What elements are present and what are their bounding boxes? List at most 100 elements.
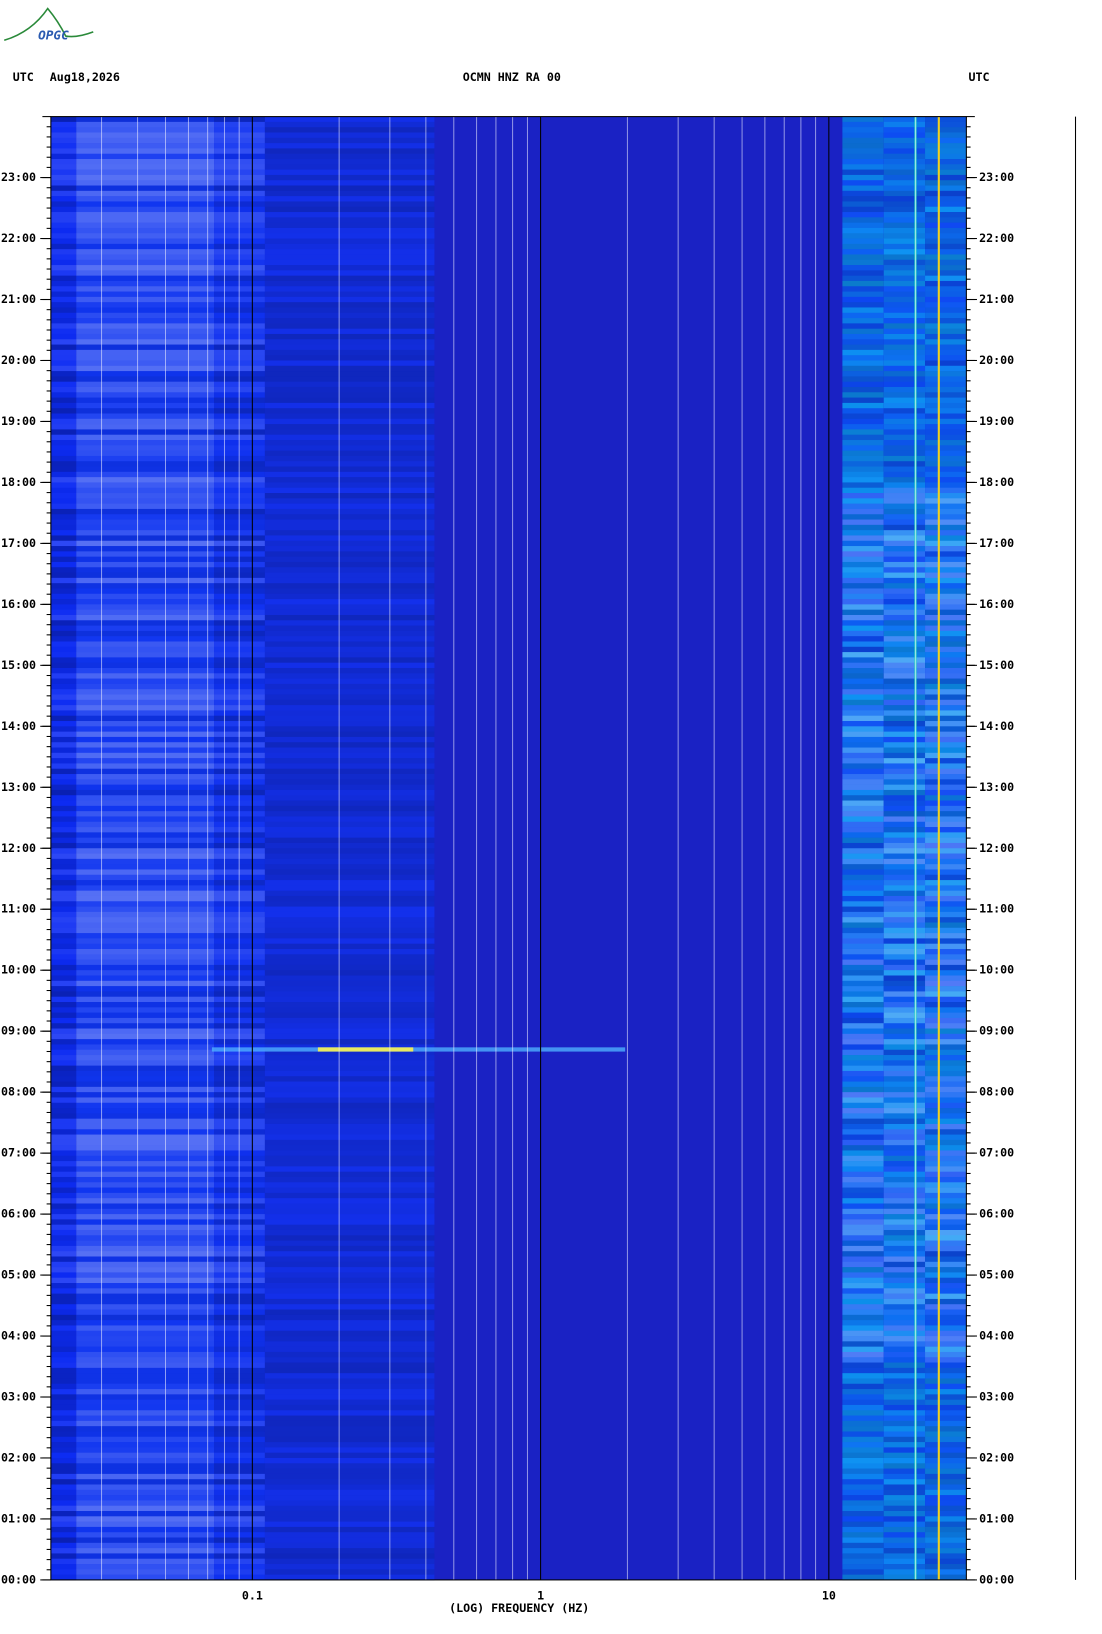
- heatmap-cell: [925, 964, 967, 971]
- heatmap-cell: [842, 418, 884, 425]
- heatmap-cell: [76, 333, 215, 340]
- heatmap-cell: [842, 1505, 884, 1512]
- heatmap-cell: [264, 1516, 435, 1522]
- heatmap-cell: [883, 487, 926, 494]
- heatmap-cell: [76, 461, 215, 467]
- heatmap-cell: [925, 641, 967, 648]
- heatmap-cell: [50, 530, 77, 536]
- heatmap-cell: [925, 1558, 967, 1565]
- heatmap-cell: [842, 1229, 884, 1236]
- heatmap-cell: [264, 1510, 435, 1517]
- heatmap-cell: [883, 148, 926, 155]
- heatmap-cell: [842, 609, 884, 616]
- heatmap-cell: [50, 970, 77, 976]
- heatmap-cell: [842, 1108, 884, 1114]
- heatmap-cell: [842, 344, 884, 351]
- heatmap-cell: [50, 280, 77, 287]
- heatmap-cell: [925, 599, 967, 605]
- heatmap-cell: [264, 116, 435, 123]
- heatmap-cell: [50, 652, 77, 658]
- heatmap-cell: [76, 874, 215, 881]
- heatmap-cell: [76, 906, 215, 913]
- heatmap-cell: [50, 715, 77, 722]
- heatmap-cell: [925, 434, 967, 441]
- heatmap-cell: [883, 302, 926, 308]
- heatmap-cell: [925, 588, 967, 595]
- heatmap-cell: [842, 752, 884, 759]
- heatmap-cell: [264, 397, 435, 404]
- heatmap-cell: [50, 1341, 77, 1347]
- heatmap-cell: [883, 1060, 926, 1066]
- heatmap-cell: [76, 503, 215, 510]
- heatmap-cell: [925, 1436, 967, 1443]
- heatmap-cell: [50, 519, 77, 526]
- heatmap-cell: [76, 302, 215, 308]
- heatmap-cell: [883, 1245, 926, 1252]
- heatmap-cell: [842, 970, 884, 976]
- heatmap-cell: [50, 858, 77, 865]
- y-tick-label-right: 14:00: [979, 719, 1014, 733]
- heatmap-cell: [842, 402, 884, 409]
- heatmap-cell: [76, 1251, 215, 1257]
- heatmap-cell: [883, 1235, 926, 1241]
- y-tick-label-right: 17:00: [979, 536, 1014, 550]
- heatmap-cell: [925, 1097, 967, 1104]
- y-tick-label: 00:00: [1, 1572, 36, 1586]
- heatmap-cell: [883, 333, 926, 340]
- heatmap-cell: [76, 699, 215, 706]
- heatmap-cell: [925, 1410, 967, 1416]
- heatmap-cell: [842, 169, 884, 176]
- heatmap-cell: [50, 1569, 77, 1575]
- heatmap-cell: [264, 1267, 435, 1273]
- heatmap-cell: [76, 710, 215, 717]
- heatmap-cell: [264, 1288, 435, 1294]
- heatmap-cell: [925, 503, 967, 510]
- heatmap-cell: [76, 1192, 215, 1199]
- heatmap-cell: [925, 901, 967, 907]
- heatmap-cell: [925, 890, 967, 897]
- heatmap-cell: [76, 975, 215, 982]
- heatmap-cell: [925, 747, 967, 754]
- heatmap-cell: [50, 190, 77, 197]
- heatmap-cell: [883, 1208, 926, 1215]
- heatmap-cell: [925, 508, 967, 515]
- heatmap-cell: [264, 779, 435, 785]
- heatmap-cell: [842, 683, 884, 690]
- heatmap-cell: [842, 1288, 884, 1294]
- heatmap-cell: [883, 408, 926, 414]
- heatmap-cell: [842, 116, 884, 123]
- heatmap-cell: [76, 805, 215, 812]
- heatmap-cell: [76, 1288, 215, 1294]
- x-axis-label: (LOG) FREQUENCY (HZ): [449, 1601, 589, 1615]
- heatmap-cell: [842, 196, 884, 202]
- heatmap-cell: [50, 933, 77, 939]
- heatmap-cell: [883, 344, 926, 351]
- heatmap-cell: [50, 1288, 77, 1294]
- heatmap-cell: [883, 1261, 926, 1268]
- heatmap-cell: [264, 312, 435, 319]
- heatmap-cell: [50, 853, 77, 860]
- heatmap-cell: [264, 1033, 435, 1040]
- heatmap-cell: [925, 858, 967, 865]
- heatmap-cell: [264, 620, 435, 626]
- y-tick-label: 02:00: [1, 1450, 36, 1464]
- heatmap-cell: [842, 1489, 884, 1496]
- heatmap-cell: [264, 996, 435, 1003]
- heatmap-cell: [50, 1537, 77, 1544]
- heatmap-cell: [883, 524, 926, 531]
- heatmap-cell: [50, 1102, 77, 1109]
- heatmap-cell: [925, 646, 967, 653]
- heatmap-cell: [925, 1123, 967, 1130]
- heatmap-cell: [264, 1129, 435, 1135]
- heatmap-cell: [883, 174, 926, 181]
- heatmap-cell: [925, 620, 967, 626]
- heatmap-cell: [50, 742, 77, 748]
- heatmap-cell: [50, 874, 77, 881]
- heatmap-cell: [264, 1017, 435, 1024]
- heatmap-cell: [76, 1012, 215, 1019]
- heatmap-cell: [883, 880, 926, 886]
- heatmap-cell: [925, 1049, 967, 1056]
- heatmap-cell: [883, 1325, 926, 1332]
- heatmap-cell: [264, 811, 435, 817]
- heatmap-cell: [883, 291, 926, 298]
